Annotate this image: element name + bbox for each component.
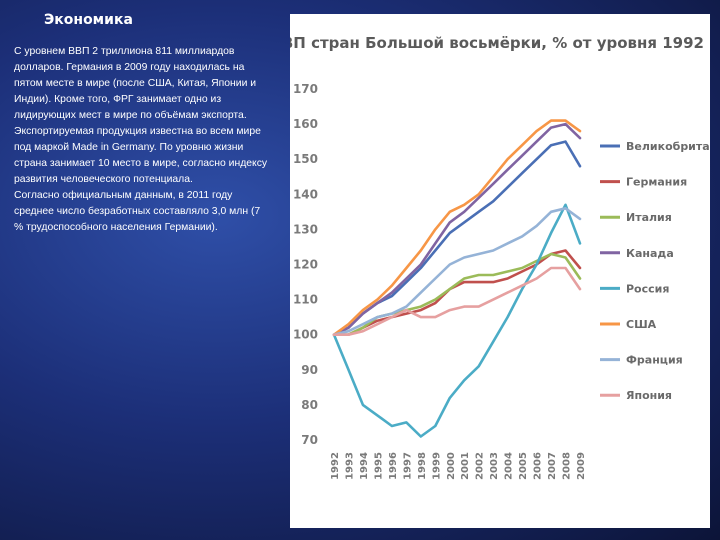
series-line: [332, 249, 582, 337]
y-tick-label: 70: [301, 433, 318, 447]
slide-title: Экономика: [44, 12, 133, 28]
legend-label: Канада: [626, 247, 674, 260]
x-tick-label: 1996: [388, 452, 399, 480]
y-tick-label: 140: [293, 187, 318, 201]
x-tick-label: 2007: [547, 452, 558, 480]
y-tick-label: 120: [293, 258, 318, 272]
chart-title: ВВП стран Большой восьмёрки, % от уровня…: [290, 34, 710, 52]
x-tick-label: 2005: [518, 452, 529, 480]
x-tick-label: 1998: [417, 452, 428, 480]
x-tick-label: 1992: [330, 452, 341, 480]
gdp-line-chart: ВВП стран Большой восьмёрки, % от уровня…: [290, 34, 710, 480]
legend-label: Италия: [626, 211, 672, 224]
legend-label: Япония: [626, 389, 672, 402]
x-tick-label: 1995: [373, 452, 384, 480]
paragraph-unemployment: Согласно официальным данным, в 2011 году…: [14, 190, 261, 233]
legend-label: США: [626, 318, 657, 331]
legend-label: Россия: [626, 282, 669, 295]
y-tick-label: 150: [293, 152, 318, 166]
slide-text: С уровнем ВВП 2 триллиона 811 миллиардов…: [14, 44, 272, 236]
x-tick-label: 2008: [562, 452, 573, 480]
legend-label: Германия: [626, 176, 687, 189]
x-tick-label: 2000: [446, 452, 457, 480]
x-tick-label: 1997: [402, 452, 413, 480]
chart-panel: ВВП стран Большой восьмёрки, % от уровня…: [290, 14, 710, 528]
legend: Великобритания Германия Италия Канада Россия…: [600, 140, 710, 402]
series-line: [332, 252, 582, 337]
x-axis: 1992 1993 1994 1995 1996 1997 1998 1999 2000 2001…: [330, 452, 587, 480]
paragraph-gdp: С уровнем ВВП 2 триллиона 811 миллиардов…: [14, 46, 268, 185]
series-line: [332, 122, 582, 337]
y-tick-label: 80: [301, 398, 318, 412]
x-tick-label: 1994: [359, 452, 370, 480]
series-line: [332, 203, 582, 438]
series-lines: [332, 119, 582, 438]
y-axis: 70 80 90 100 110 120 130 140 150 160 170: [293, 82, 318, 447]
x-tick-label: 2004: [504, 452, 515, 480]
series-line: [332, 119, 582, 337]
y-tick-label: 130: [293, 222, 318, 236]
legend-label: Великобритания: [626, 140, 710, 153]
y-tick-label: 110: [293, 293, 318, 307]
x-tick-label: 1999: [431, 452, 442, 480]
y-tick-label: 90: [301, 363, 318, 377]
y-tick-label: 160: [293, 117, 318, 131]
x-tick-label: 2009: [576, 452, 587, 480]
y-tick-label: 100: [293, 328, 318, 342]
x-tick-label: 2002: [475, 452, 486, 480]
legend-label: Франция: [626, 354, 683, 367]
x-tick-label: 2001: [460, 452, 471, 480]
y-tick-label: 170: [293, 82, 318, 96]
x-tick-label: 2006: [533, 452, 544, 480]
x-tick-label: 1993: [344, 452, 355, 480]
series-line: [332, 266, 582, 337]
series-line: [332, 207, 582, 337]
x-tick-label: 2003: [489, 452, 500, 480]
